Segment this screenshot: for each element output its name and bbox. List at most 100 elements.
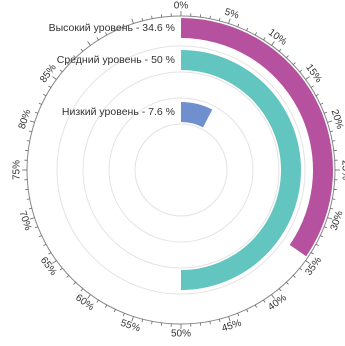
tick-mark [332, 140, 336, 142]
tick-label: 50% [171, 329, 191, 340]
tick-mark [305, 260, 310, 264]
tick-mark [151, 321, 153, 325]
tick-mark [48, 252, 52, 255]
tick-mark [324, 111, 328, 114]
tick-mark [330, 207, 334, 210]
bars [181, 18, 333, 290]
tick-label: 75% [12, 160, 23, 180]
tick-mark [278, 288, 282, 292]
series-label-3: Низкий уровень - 7.6 % [62, 106, 175, 118]
tick-label: 85% [38, 62, 59, 85]
tick-mark [310, 85, 314, 88]
tick-mark [320, 102, 324, 105]
tick-mark [254, 32, 257, 36]
tick-mark [113, 309, 116, 313]
tick-mark [66, 62, 70, 65]
tick-label: 0% [174, 1, 189, 12]
tick-mark [141, 319, 144, 323]
tick-mark [48, 85, 52, 88]
tick-mark [209, 321, 211, 325]
grid-circle [82, 71, 280, 269]
tick-mark [43, 94, 47, 97]
tick-mark [237, 23, 240, 27]
tick-label: 30% [329, 209, 345, 232]
tick-mark [29, 217, 35, 220]
tick-mark [38, 102, 42, 105]
tick-mark [315, 243, 319, 246]
tick-label: 10% [266, 27, 289, 48]
tick-mark [263, 299, 266, 303]
grid-circle [134, 123, 228, 217]
tick-mark [131, 316, 134, 322]
tick-mark [28, 130, 32, 133]
tick-label: 25% [339, 160, 345, 180]
tick-mark [29, 120, 35, 123]
tick-mark [151, 15, 153, 19]
bar-2 [181, 50, 301, 290]
series-label-2: Средний уровень - 50 % [57, 54, 175, 66]
tick-mark [52, 76, 57, 80]
tick-mark [80, 48, 84, 52]
tick-mark [87, 294, 91, 299]
tick-mark [271, 41, 275, 46]
tick-mark [96, 37, 99, 41]
tick-label: 55% [119, 318, 142, 335]
tick-mark [327, 120, 333, 123]
series-labels: Высокий уровень - 34.6 % Средний уровень … [49, 22, 175, 118]
tick-mark [34, 226, 38, 229]
tick-mark [122, 313, 125, 317]
tick-mark [73, 55, 76, 59]
tick-label: 45% [221, 318, 244, 335]
tick-label: 5% [223, 7, 240, 22]
grid-circle [56, 45, 306, 295]
tick-mark [141, 17, 144, 21]
tick-mark [80, 288, 84, 292]
tick-label: 20% [329, 108, 345, 131]
tick-mark [59, 267, 63, 271]
tick-label: 80% [17, 108, 34, 131]
bar-1 [181, 18, 333, 257]
tick-mark [34, 111, 38, 114]
tick-mark [246, 27, 249, 31]
tick-mark [52, 260, 57, 264]
tick-mark [28, 207, 32, 210]
grid-circle [108, 97, 254, 243]
tick-mark [218, 319, 221, 323]
tick-mark [237, 313, 240, 317]
grid [56, 45, 306, 295]
tick-mark [228, 316, 231, 322]
tick-mark [113, 27, 116, 31]
tick-mark [43, 243, 47, 246]
tick-mark [271, 294, 275, 299]
tick-mark [26, 198, 30, 200]
tick-mark [26, 140, 30, 142]
tick-label: 15% [303, 62, 324, 85]
tick-mark [96, 299, 99, 303]
tick-mark [320, 235, 324, 238]
tick-mark [305, 76, 310, 80]
bar-3 [181, 102, 213, 128]
series-label-1: Высокий уровень - 34.6 % [49, 22, 175, 34]
tick-mark [278, 48, 282, 52]
tick-mark [228, 18, 231, 24]
tick-label: 70% [17, 210, 34, 233]
tick-mark [218, 17, 221, 21]
tick-mark [38, 235, 42, 238]
tick-mark [292, 275, 296, 278]
tick-mark [327, 217, 333, 220]
tick-mark [105, 32, 108, 36]
tick-mark [330, 130, 334, 133]
tick-mark [332, 198, 336, 200]
tick-mark [246, 309, 249, 313]
angle-axis-ticks [22, 11, 340, 329]
tick-mark [299, 267, 303, 271]
tick-mark [131, 18, 134, 24]
tick-mark [254, 304, 257, 308]
tick-mark [209, 15, 211, 19]
tick-mark [122, 23, 125, 27]
tick-mark [310, 252, 314, 255]
tick-mark [263, 37, 266, 41]
tick-mark [105, 304, 108, 308]
